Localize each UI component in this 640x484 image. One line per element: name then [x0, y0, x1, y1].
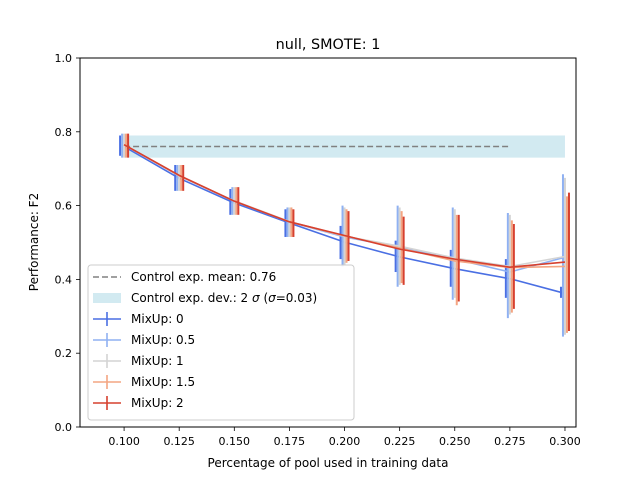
chart-title: null, SMOTE: 1 — [276, 37, 381, 53]
legend-text-part: =0.03) — [276, 291, 317, 305]
y-tick-label: 0.4 — [55, 273, 73, 286]
legend-label-control-dev: Control exp. dev.: 2 σ (σ=0.03) — [131, 291, 317, 305]
series-line — [123, 144, 566, 269]
legend-box — [87, 264, 355, 421]
legend-label-series: MixUp: 0 — [131, 312, 184, 326]
legend-handle-control-dev — [93, 293, 121, 303]
y-tick-label: 0.2 — [55, 347, 73, 360]
x-tick-label: 0.250 — [439, 435, 471, 448]
legend-text-part: Control exp. dev.: 2 — [131, 291, 252, 305]
sigma-symbol: σ — [252, 291, 260, 305]
x-tick-label: 0.200 — [329, 435, 361, 448]
legend-label-control-mean: Control exp. mean: 0.76 — [131, 270, 276, 284]
series-4 — [123, 133, 570, 332]
y-tick-label: 0.6 — [55, 200, 73, 213]
axes: 0.100 0.125 0.150 0.175 0.200 0.225 0.250 0.275… — [55, 52, 581, 448]
y-axis-label: Performance: F2 — [27, 193, 41, 291]
legend-label-series: MixUp: 0.5 — [131, 333, 195, 347]
y-tick-label: 0.0 — [55, 421, 73, 434]
x-tick-label: 0.150 — [219, 435, 251, 448]
legend-label-series: MixUp: 1 — [131, 354, 184, 368]
legend: Control exp. mean: 0.76 Control exp. dev.… — [87, 264, 355, 421]
legend-label-series: MixUp: 1.5 — [131, 375, 195, 389]
legend-label-series: MixUp: 2 — [131, 396, 184, 410]
y-tick-label: 0.8 — [55, 126, 73, 139]
sigma-symbol: σ — [268, 291, 276, 305]
x-tick-label: 0.300 — [549, 435, 581, 448]
x-tick-label: 0.100 — [108, 435, 140, 448]
x-tick-label: 0.175 — [274, 435, 306, 448]
x-axis-label: Percentage of pool used in training data — [208, 456, 449, 470]
x-tick-label: 0.275 — [494, 435, 526, 448]
legend-text-part: ( — [260, 291, 269, 305]
x-tick-label: 0.225 — [384, 435, 416, 448]
y-tick-label: 1.0 — [55, 52, 73, 65]
x-tick-label: 0.125 — [163, 435, 195, 448]
axes-frame — [79, 57, 577, 428]
plot-area — [119, 133, 570, 337]
